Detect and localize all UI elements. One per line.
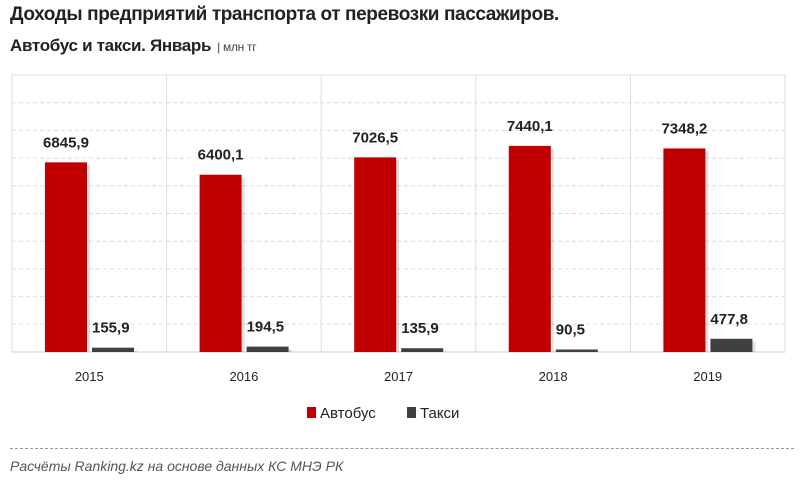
data-label: 6400,1 [198,147,244,164]
legend-swatch [407,407,416,418]
bar-avtobus [199,174,242,352]
bar-taksi [246,346,289,352]
chart-subtitle: Автобус и такси. Январь | млн тг [10,36,257,56]
data-label: 135,9 [401,320,439,337]
bar-taksi [401,348,444,352]
x-tick-label: 2015 [75,369,104,384]
bar-taksi [555,349,598,352]
bar-avtobus [354,157,397,352]
data-label: 7348,2 [661,120,707,137]
bar-chart: 6845,9 155,9 2015 6400,1 194,5 2016 7026,5 135,… [11,74,786,422]
divider [10,448,794,449]
data-label: 7026,5 [352,129,398,146]
data-label: 155,9 [92,320,130,337]
x-tick-label: 2017 [384,369,413,384]
chart-title: Доходы предприятий транспорта от перевоз… [10,4,559,25]
data-label: 7440,1 [507,118,553,135]
data-label: 477,8 [710,311,748,328]
x-tick-label: 2016 [229,369,258,384]
bar-avtobus [45,162,87,352]
unit-label: | млн тг [217,40,257,54]
data-label: 6845,9 [43,134,89,151]
bar-avtobus [663,148,706,352]
legend-swatch [307,407,316,418]
x-tick-label: 2018 [539,369,568,384]
x-tick-label: 2019 [693,369,722,384]
source-note: Расчёты Ranking.kz на основе данных КС М… [10,458,344,474]
data-label: 194,5 [247,319,285,336]
bar-avtobus [508,145,551,352]
legend-label: Такси [420,405,459,422]
data-label: 90,5 [556,321,585,338]
bar-taksi [92,347,134,352]
subtitle-text: Автобус и такси. Январь [10,36,212,55]
legend-label: Автобус [320,405,376,422]
bar-taksi [710,338,753,352]
